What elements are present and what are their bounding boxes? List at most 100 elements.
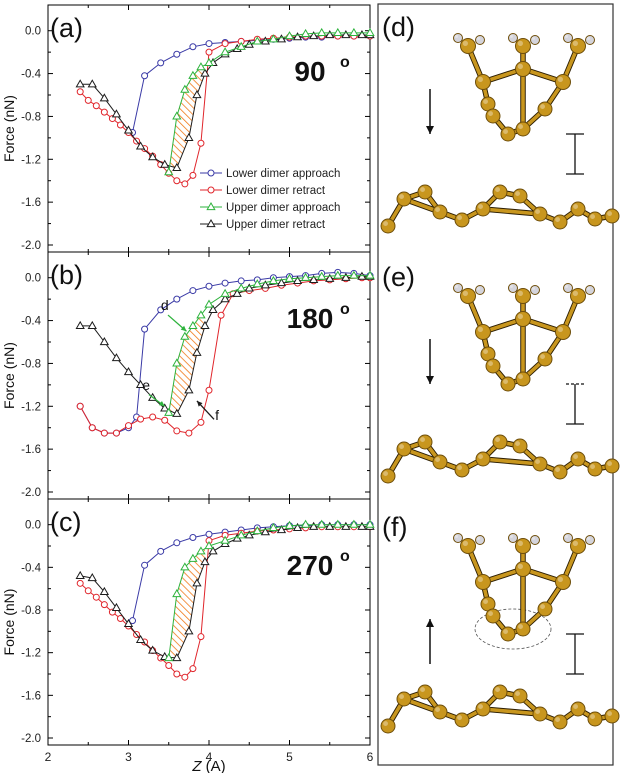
- atom-highlight: [564, 34, 568, 38]
- hydrogen-atom: [585, 285, 595, 295]
- carbon-atom: [587, 461, 603, 477]
- atom-highlight: [518, 374, 523, 379]
- annotation-f: f: [215, 407, 219, 423]
- carbon-atom: [492, 434, 508, 450]
- data-point-upper-retract: [357, 29, 367, 39]
- data-point-upper-approach: [300, 519, 311, 528]
- atom-highlight: [503, 629, 508, 634]
- series-line-lower-approach: [132, 524, 370, 621]
- atom-highlight: [564, 284, 568, 288]
- atom-highlight: [483, 349, 488, 354]
- angle-value: 270: [287, 550, 334, 581]
- atom-highlight: [517, 40, 523, 46]
- y-tick-label: -1.2: [21, 154, 41, 166]
- atom-highlight: [572, 40, 578, 46]
- data-point-lower-approach: [157, 59, 165, 67]
- data-point-upper-approach: [172, 358, 182, 367]
- atom-highlight: [399, 444, 404, 449]
- data-point-upper-retract: [111, 353, 122, 362]
- atom-highlight: [462, 40, 468, 46]
- data-point-upper-retract: [341, 521, 351, 530]
- atom-highlight: [517, 290, 523, 296]
- atom-highlight: [564, 534, 568, 538]
- data-point-upper-retract: [75, 79, 85, 88]
- x-axis-label-unit: (A): [202, 758, 226, 773]
- data-point-upper-retract: [99, 93, 110, 102]
- carbon-atom: [515, 311, 531, 327]
- data-point-upper-retract: [192, 347, 202, 356]
- carbon-atom: [512, 438, 528, 454]
- data-point-lower-approach: [173, 50, 181, 58]
- data-point-upper-retract: [260, 280, 271, 289]
- data-point-lower-approach: [173, 539, 181, 547]
- data-point-lower-retract: [173, 427, 181, 435]
- data-point-lower-retract: [100, 108, 108, 116]
- data-point-lower-approach: [141, 561, 149, 569]
- atom-highlight: [478, 454, 483, 459]
- atom-highlight: [509, 534, 513, 538]
- atom-highlight: [462, 540, 468, 546]
- chart-panel-2: 0.0 -0.4 -0.8 -1.2 -1.6 -2.0 Force (nN) (b) 180 o…: [1, 251, 375, 500]
- atom-highlight: [477, 326, 483, 332]
- hysteresis-hatch: [168, 309, 205, 414]
- hydrogen-atom: [475, 35, 485, 45]
- atom-highlight: [454, 534, 458, 538]
- hydrogen-atom: [475, 285, 485, 295]
- carbon-atom: [515, 561, 531, 577]
- hydrogen-atom: [563, 533, 573, 543]
- carbon-atom: [380, 468, 396, 484]
- data-point-lower-retract: [205, 48, 213, 56]
- data-point-upper-retract: [160, 159, 170, 168]
- carbon-atom: [552, 464, 568, 480]
- atom-highlight: [488, 111, 493, 117]
- degree-symbol: o: [340, 54, 350, 71]
- carbon-atom: [532, 706, 548, 722]
- data-point-upper-approach: [349, 27, 359, 36]
- data-point-lower-retract: [149, 413, 157, 421]
- angle-label: 180 o: [287, 301, 350, 334]
- data-point-upper-approach: [172, 111, 182, 120]
- structure-label: (d): [382, 12, 415, 42]
- carbon-atom: [500, 126, 516, 142]
- data-point-lower-approach: [157, 306, 165, 314]
- y-tick-label: -1.2: [21, 648, 41, 660]
- y-tick-label: -0.8: [21, 605, 41, 617]
- data-point-upper-approach: [252, 526, 262, 535]
- data-point-upper-approach: [236, 283, 246, 292]
- data-point-upper-retract: [276, 278, 287, 287]
- data-point-lower-approach: [141, 325, 149, 333]
- atom-highlight: [483, 99, 488, 105]
- data-point-upper-approach: [220, 47, 230, 56]
- carbon-atom: [570, 538, 586, 554]
- data-point-upper-retract: [87, 79, 97, 88]
- y-tick-label: -1.6: [21, 197, 41, 209]
- y-tick-label: -1.2: [21, 401, 41, 413]
- hydrogen-atom: [475, 535, 485, 545]
- data-point-upper-approach: [284, 31, 295, 40]
- atom-highlight: [572, 540, 578, 546]
- carbon-atom: [454, 712, 470, 728]
- y-axis-label: Force (nN): [1, 342, 17, 409]
- atom-highlight: [420, 437, 425, 442]
- hydrogen-atom: [453, 283, 463, 293]
- data-point-lower-retract: [76, 579, 84, 587]
- carbon-atom: [587, 711, 603, 727]
- carbon-atom: [396, 191, 412, 207]
- atom-highlight: [607, 711, 612, 716]
- x-tick-label: 2: [45, 750, 52, 764]
- data-point-lower-approach: [189, 43, 197, 51]
- structure-label: (f): [382, 512, 407, 542]
- atom-highlight: [531, 286, 535, 290]
- panel-label: (c): [50, 507, 81, 537]
- atom-highlight: [590, 214, 595, 219]
- data-point-lower-retract: [197, 139, 205, 147]
- annotation-d: d: [161, 297, 169, 313]
- atom-highlight: [517, 313, 523, 319]
- atom-highlight: [420, 687, 425, 692]
- data-point-upper-retract: [208, 304, 218, 313]
- carbon-atom: [537, 351, 553, 367]
- carbon-atom: [485, 108, 501, 124]
- carbon-atom: [460, 288, 476, 304]
- atom-highlight: [495, 187, 500, 192]
